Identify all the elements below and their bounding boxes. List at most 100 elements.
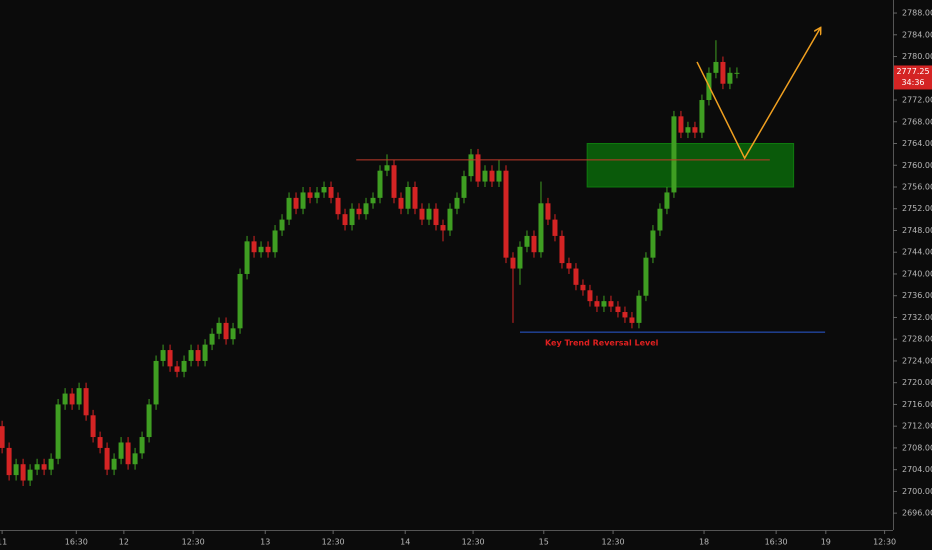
y-tick-label: 2756.00 bbox=[902, 182, 932, 191]
candle-body bbox=[412, 186, 418, 209]
candle-body bbox=[307, 192, 313, 198]
y-tick-label: 2784.00 bbox=[902, 30, 932, 39]
candle-body bbox=[629, 317, 635, 323]
candle-body bbox=[545, 203, 551, 220]
x-tick-label: 12 bbox=[119, 538, 129, 547]
candle-body bbox=[650, 230, 656, 258]
y-tick-label: 2768.00 bbox=[902, 117, 932, 126]
candle-body bbox=[573, 268, 579, 285]
zone bbox=[586, 143, 795, 188]
x-tick-label: 16:30 bbox=[65, 538, 88, 547]
candle-body bbox=[678, 116, 684, 133]
candle-body bbox=[328, 186, 334, 198]
candle-body bbox=[237, 273, 243, 329]
candle-body bbox=[580, 284, 586, 291]
candle-body bbox=[349, 208, 355, 226]
candle-body bbox=[426, 208, 432, 220]
last-price-box bbox=[894, 65, 932, 90]
candle-body bbox=[503, 170, 509, 258]
candle-body bbox=[685, 127, 691, 133]
candle-body bbox=[636, 295, 642, 323]
countdown: 34:36 bbox=[901, 78, 924, 87]
candle-body bbox=[230, 328, 236, 340]
candle-body bbox=[20, 464, 26, 481]
candle-body bbox=[594, 301, 600, 307]
x-tick-label: 16:30 bbox=[765, 538, 788, 547]
candle-body bbox=[111, 458, 117, 470]
candle-body bbox=[370, 197, 376, 204]
candle-body bbox=[468, 154, 474, 177]
candle-body bbox=[608, 301, 614, 307]
candle-body bbox=[419, 208, 425, 220]
y-tick-label: 2724.00 bbox=[902, 356, 932, 365]
candle-body bbox=[209, 333, 215, 345]
candle-body bbox=[62, 393, 68, 405]
candle-body bbox=[664, 192, 670, 209]
candle-body bbox=[657, 208, 663, 231]
candle-body bbox=[461, 176, 467, 198]
candle-body bbox=[552, 219, 558, 236]
candle-body bbox=[440, 225, 446, 231]
candle-body bbox=[195, 350, 201, 361]
candle-body bbox=[118, 442, 124, 459]
y-tick-label: 2732.00 bbox=[902, 313, 932, 322]
candle-body bbox=[6, 447, 12, 476]
candle-body bbox=[139, 437, 145, 454]
candle-body bbox=[566, 263, 572, 269]
candle-body bbox=[174, 366, 180, 372]
y-tick-label: 2704.00 bbox=[902, 465, 932, 474]
y-tick-label: 2760.00 bbox=[902, 161, 932, 170]
candle-body bbox=[622, 312, 628, 318]
candle-body bbox=[244, 241, 250, 274]
candle-body bbox=[482, 170, 488, 182]
y-tick-label: 2712.00 bbox=[902, 422, 932, 431]
x-tick-label: 15 bbox=[539, 538, 549, 547]
candle-body bbox=[153, 360, 159, 405]
candle-body bbox=[167, 350, 173, 367]
candle-body bbox=[27, 469, 33, 481]
candle-body bbox=[69, 393, 75, 405]
candle-body bbox=[216, 322, 222, 334]
candle-body bbox=[125, 442, 131, 465]
candle-body bbox=[454, 197, 460, 209]
candle-body bbox=[489, 170, 495, 182]
y-tick-label: 2764.00 bbox=[902, 139, 932, 148]
candle-body bbox=[615, 306, 621, 313]
candle-body bbox=[181, 360, 187, 372]
x-tick-label: 18 bbox=[699, 538, 709, 547]
x-tick-label: 19 bbox=[821, 538, 831, 547]
candle-body bbox=[447, 208, 453, 231]
y-tick-label: 2696.00 bbox=[902, 509, 932, 518]
candle-body bbox=[405, 186, 411, 209]
candle-body bbox=[0, 426, 5, 448]
candle-body bbox=[300, 192, 306, 209]
candle-body bbox=[286, 197, 292, 220]
candle-body bbox=[83, 388, 89, 416]
y-tick-label: 2716.00 bbox=[902, 400, 932, 409]
candle-body bbox=[356, 208, 362, 215]
candle-body bbox=[41, 464, 47, 470]
candle-body bbox=[335, 197, 341, 215]
x-tick-label: 14 bbox=[400, 538, 410, 547]
x-tick-label: 12:30 bbox=[182, 538, 205, 547]
candle-body bbox=[55, 404, 61, 459]
candle-body bbox=[587, 290, 593, 302]
candle-body bbox=[34, 464, 40, 470]
candle-body bbox=[559, 235, 565, 264]
y-tick-label: 2708.00 bbox=[902, 443, 932, 452]
x-tick-label: 12:30 bbox=[873, 538, 896, 547]
candle-body bbox=[342, 214, 348, 226]
x-tick-label: 13 bbox=[260, 538, 270, 547]
candle-body bbox=[13, 464, 19, 476]
candle-body bbox=[531, 235, 537, 253]
candle-body bbox=[90, 415, 96, 438]
candle-body bbox=[146, 404, 152, 438]
candle-body bbox=[734, 72, 740, 74]
candle-body bbox=[258, 246, 264, 253]
y-tick-label: 2772.00 bbox=[902, 96, 932, 105]
candle-body bbox=[475, 154, 481, 182]
candle-body bbox=[713, 61, 719, 73]
candle-body bbox=[265, 246, 271, 253]
candle-body bbox=[48, 458, 54, 470]
